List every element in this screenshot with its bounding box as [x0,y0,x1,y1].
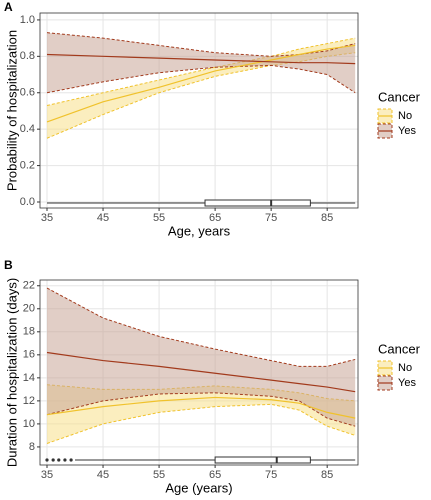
x-tick-label: 55 [153,212,165,224]
x-tick-label: 85 [321,212,333,224]
y-tick-label: 18 [23,326,35,338]
x-tick-label: 65 [209,469,221,481]
band-upper [46,32,356,57]
x-tick-label: 45 [97,212,109,224]
box [204,199,311,207]
fit-line [46,53,356,65]
legend-title: Cancer [378,341,421,356]
x-tick-label: 55 [153,469,165,481]
y-tick-label: 0.4 [20,123,35,135]
box-outlier [57,458,61,462]
box-outlier [69,458,73,462]
panel-border [39,279,359,466]
y-tick-label: 8 [29,441,35,453]
x-tick-label: 85 [321,469,333,481]
fit-line [46,351,356,393]
band-lower [46,392,356,427]
fit-line [46,396,356,419]
legend-title: Cancer [378,89,421,104]
x-tick-label: 75 [265,469,277,481]
box [214,456,311,464]
y-tick-label: 0.2 [20,159,35,171]
confidence-band [47,384,356,444]
x-tick-label: 45 [97,469,109,481]
y-tick-label: 12 [23,395,35,407]
legend-label: Yes [398,125,416,137]
legend-label: No [398,110,412,122]
y-tick-label: 0.0 [20,196,35,208]
band-lower [46,403,356,444]
box-outlier [51,458,55,462]
x-tick-label: 65 [209,212,221,224]
y-axis-title: Duration of hospitalization (days) [4,278,19,467]
band-lower [46,64,356,94]
legend-label: Yes [398,377,416,389]
y-tick-label: 14 [23,372,35,384]
y-tick-label: 0.8 [20,50,35,62]
x-tick-label: 75 [265,212,277,224]
confidence-band [47,32,356,93]
x-axis-title: Age (years) [165,480,232,495]
box-outlier [63,458,67,462]
confidence-band [47,288,356,427]
panel-label: A [4,0,13,14]
panel-label: B [4,258,13,272]
panel-border [39,12,359,209]
y-tick-label: 10 [23,418,35,430]
box-outlier [45,458,49,462]
y-tick-label: 20 [23,303,35,315]
y-tick-label: 22 [23,280,35,292]
x-tick-label: 35 [41,212,53,224]
y-tick-label: 16 [23,349,35,361]
y-tick-label: 0.6 [20,87,35,99]
y-axis-title: Probability of hospitalization [4,30,19,191]
x-tick-label: 35 [41,469,53,481]
x-axis-title: Age, years [168,223,231,238]
band-lower [46,52,356,139]
legend-label: No [398,362,412,374]
fit-line [46,44,356,123]
y-tick-label: 1.0 [20,14,35,26]
